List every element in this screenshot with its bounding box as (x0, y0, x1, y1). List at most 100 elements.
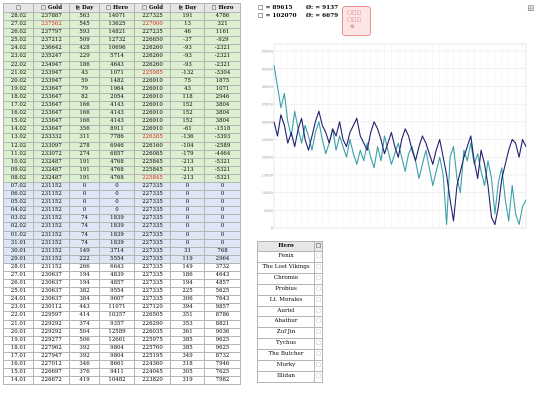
table-row[interactable]: 24.01 230637 384 9607 227335 306 7643 (3, 295, 241, 305)
table-row[interactable]: 15.02 233647 166 4143 226910 152 3804 (3, 117, 241, 127)
table-row[interactable]: 30.01 231152 149 3714 227335 31 768 (3, 246, 241, 256)
row-cell-c5: 191 (170, 11, 205, 22)
table-row[interactable]: 13.02 233332 311 7786 226385 -136 -3393 (3, 133, 241, 143)
column-header-day-2[interactable]: ⊵ Day (170, 3, 205, 13)
table-row[interactable]: 27.02 237562 545 13625 227000 13 321 (3, 20, 241, 30)
table-row[interactable]: 20.02 233947 59 1482 226910 75 1875 (3, 76, 241, 86)
table-row[interactable]: 07.02 231152 0 0 227335 0 0 (3, 181, 241, 192)
table-row[interactable]: 27.01 230637 194 4839 227335 186 4643 (3, 270, 241, 281)
table-row[interactable]: 12.02 233097 278 6946 226160 -104 -2589 (3, 141, 241, 151)
hero-row[interactable]: The Butcher □ (257, 349, 323, 362)
table-row[interactable]: 19.01 229277 506 12661 225975 385 9625 (3, 335, 241, 345)
table-row[interactable]: 14.01 226672 419 10482 223820 319 7982 (3, 376, 241, 386)
table-row[interactable]: 10.02 232487 191 4768 225845 -213 -5321 (3, 157, 241, 167)
hero-row[interactable]: Abathur □ (257, 316, 323, 329)
table-row[interactable]: 09.02 232487 191 4768 225845 -213 -5321 (3, 165, 241, 175)
hero-checkbox[interactable]: □ (314, 327, 323, 340)
table-row[interactable]: 17.01 227947 392 9804 225195 349 8732 (3, 351, 241, 362)
table-row[interactable]: 28.01 231152 266 6643 227335 149 3732 (3, 262, 241, 273)
row-cell-c5: 75 (170, 76, 205, 86)
column-header-day-1[interactable]: ⊵ Day (69, 3, 100, 13)
table-row[interactable]: 01.02 231152 74 1839 227335 0 0 (3, 230, 241, 240)
hero-checkbox[interactable]: □ (314, 305, 323, 318)
add-icon[interactable]: ⊞ (527, 4, 535, 14)
table-row[interactable]: 08.02 232487 191 4768 225845 -213 -5321 (3, 173, 241, 183)
table-row[interactable]: 21.02 233947 43 1071 225985 -132 -3304 (3, 68, 241, 78)
hero-row[interactable]: Probius □ (257, 283, 323, 296)
table-row[interactable]: 18.01 227962 392 9804 225760 385 9625 (3, 343, 241, 353)
hero-row[interactable]: Tychus □ (257, 338, 323, 351)
row-cell-c5: 225 (170, 287, 205, 297)
hero-checkbox[interactable]: □ (314, 349, 323, 362)
hero-check-header[interactable]: □ (314, 241, 323, 252)
table-row[interactable]: 21.01 229292 374 9357 226290 353 8821 (3, 319, 241, 329)
hero-row[interactable]: Fenix □ (257, 251, 323, 263)
hero-checkbox[interactable]: □ (314, 316, 323, 329)
row-date: 26.01 (3, 279, 34, 289)
settings-badge[interactable]: □□□ □□□ ⚙ (342, 6, 371, 36)
hero-row[interactable]: Zul'Jin □ (257, 327, 323, 340)
table-row[interactable]: 28.02 237887 563 14071 227325 191 4786 (3, 11, 241, 22)
hero-row[interactable]: Murky □ (257, 360, 323, 372)
table-row[interactable]: 23.02 235247 229 5714 226260 -93 -2321 (3, 52, 241, 62)
hero-row[interactable]: Auriel □ (257, 305, 323, 318)
row-date: 16.02 (3, 109, 34, 119)
table-row[interactable]: 05.02 231152 0 0 227335 0 0 (3, 198, 241, 208)
table-row[interactable]: 04.02 231152 0 0 227335 0 0 (3, 206, 241, 216)
table-row[interactable]: 24.02 236642 428 10696 226260 -93 -2321 (3, 44, 241, 54)
column-header-hero-1[interactable]: □ Hero (99, 3, 135, 13)
hero-checkbox[interactable]: □ (314, 294, 323, 307)
row-cell-c3: 4143 (99, 101, 135, 111)
hero-checkbox[interactable]: □ (314, 360, 323, 372)
hero-checkbox[interactable]: □ (314, 272, 323, 285)
row-cell-c3: 14071 (99, 11, 135, 22)
row-cell-c2: 545 (69, 20, 100, 30)
table-row[interactable]: 22.01 229597 414 10357 226505 351 8786 (3, 311, 241, 321)
row-cell-c3: 4643 (99, 60, 135, 70)
table-row[interactable]: 02.02 231152 74 1839 227335 0 0 (3, 222, 241, 232)
table-row[interactable]: 16.02 233647 166 4143 226910 152 3804 (3, 109, 241, 119)
table-row[interactable]: 20.01 229292 504 12589 226035 361 9036 (3, 327, 241, 337)
table-row[interactable]: 29.01 231152 222 5554 227335 119 2964 (3, 254, 241, 264)
row-cell-c5: 13 (170, 20, 205, 30)
row-cell-c4: 226910 (134, 125, 171, 135)
hero-checkbox[interactable]: □ (314, 261, 323, 274)
hero-checkbox[interactable]: □ (314, 338, 323, 351)
hero-row[interactable]: Illidan □ (257, 370, 323, 383)
table-row[interactable]: 26.01 230637 194 4857 227335 194 4857 (3, 279, 241, 289)
row-date: 22.02 (3, 60, 34, 70)
column-header-gold-2[interactable]: □ Gold (134, 3, 171, 13)
hero-checkbox[interactable]: □ (314, 370, 323, 383)
hero-row[interactable]: Lt. Morales □ (257, 294, 323, 307)
table-row[interactable]: 11.02 233072 274 6857 226085 -179 -4464 (3, 149, 241, 159)
table-row[interactable]: 16.01 227012 346 8661 224360 318 7946 (3, 360, 241, 370)
gear-icon: ⚙ (350, 24, 355, 30)
table-row[interactable]: 03.02 231152 74 1839 227335 0 0 (3, 214, 241, 224)
table-row[interactable]: 22.02 234947 186 4643 226260 -93 -2321 (3, 60, 241, 70)
hero-checkbox[interactable]: □ (314, 251, 323, 263)
table-row[interactable]: 17.02 233647 166 4143 226910 152 3804 (3, 101, 241, 111)
hero-column-header[interactable]: Hero (257, 241, 315, 252)
row-cell-c6: 3804 (204, 117, 241, 127)
table-row[interactable]: 14.02 233647 356 8911 226910 -61 -1518 (3, 125, 241, 135)
hero-row[interactable]: Chromie □ (257, 272, 323, 285)
hero-row[interactable]: The Lost Vikings □ (257, 261, 323, 274)
table-row[interactable]: 23.01 230112 443 11071 227120 394 9857 (3, 303, 241, 313)
table-row[interactable]: 19.02 233647 79 1964 226910 43 1071 (3, 84, 241, 94)
row-cell-c2: 0 (69, 198, 100, 208)
table-row[interactable]: 06.02 231152 0 0 227335 0 0 (3, 190, 241, 200)
table-row[interactable]: 15.01 226697 376 9411 224045 305 7625 (3, 368, 241, 378)
series-line-0 (273, 110, 527, 226)
column-header-date[interactable]: □ (3, 3, 34, 13)
table-row[interactable]: 25.02 237212 509 12732 226650 -37 -929 (3, 36, 241, 46)
table-row[interactable]: 25.01 230637 382 9554 227335 225 5625 (3, 287, 241, 297)
column-header-hero-2[interactable]: □ Hero (204, 3, 241, 13)
row-cell-c1: 231152 (33, 262, 70, 273)
hero-name: Probius (257, 283, 315, 296)
column-header-gold-1[interactable]: □ Gold (33, 3, 70, 13)
hero-checkbox[interactable]: □ (314, 283, 323, 296)
table-row[interactable]: 18.02 233647 82 2054 226910 118 2946 (3, 92, 241, 103)
table-row[interactable]: 26.02 237797 593 14821 227235 46 1161 (3, 28, 241, 38)
table-row[interactable]: 31.01 231152 74 1839 227335 0 0 (3, 238, 241, 248)
table-header-row: □ □ Gold ⊵ Day □ Hero □ Gold ⊵ Day □ Her… (3, 3, 241, 13)
